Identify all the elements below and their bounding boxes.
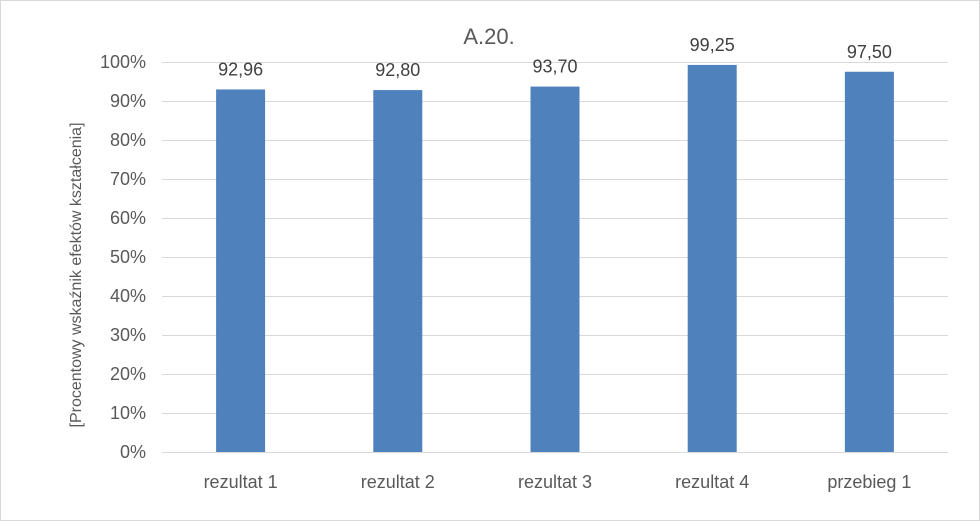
x-tick-label: rezultat 1 (204, 472, 278, 492)
y-tick-label: 80% (110, 130, 146, 150)
y-tick-label: 100% (100, 52, 146, 72)
x-tick-label: przebieg 1 (827, 472, 911, 492)
bar (687, 64, 737, 453)
y-tick-label: 20% (110, 364, 146, 384)
bar (373, 90, 423, 452)
x-tick-label: rezultat 2 (361, 472, 435, 492)
chart-title: A.20. (463, 24, 514, 49)
data-label: 92,96 (218, 59, 263, 79)
data-labels: 92,96 92,80 93,70 99,25 97,50 (218, 35, 892, 80)
data-label: 99,25 (690, 35, 735, 55)
y-tick-label: 10% (110, 403, 146, 423)
data-label: 92,80 (375, 60, 420, 80)
bars (216, 64, 894, 453)
y-axis-ticks: 0% 10% 20% 30% 40% 50% 60% 70% 80% 90% 100% (100, 52, 146, 462)
bar (530, 86, 580, 452)
bar (216, 89, 266, 453)
y-tick-label: 70% (110, 169, 146, 189)
y-axis-title: [Procentowy wskaźnik efektów kształcenia… (68, 122, 85, 427)
y-tick-label: 40% (110, 286, 146, 306)
y-tick-label: 50% (110, 247, 146, 267)
x-tick-label: rezultat 3 (518, 472, 592, 492)
y-tick-label: 30% (110, 325, 146, 345)
bar (844, 71, 894, 452)
y-tick-label: 90% (110, 91, 146, 111)
data-label: 97,50 (847, 42, 892, 62)
x-axis-ticks: rezultat 1 rezultat 2 rezultat 3 rezultat 4… (204, 472, 912, 492)
y-tick-label: 0% (120, 442, 146, 462)
data-label: 93,70 (532, 57, 577, 77)
y-tick-label: 60% (110, 208, 146, 228)
x-tick-label: rezultat 4 (675, 472, 749, 492)
